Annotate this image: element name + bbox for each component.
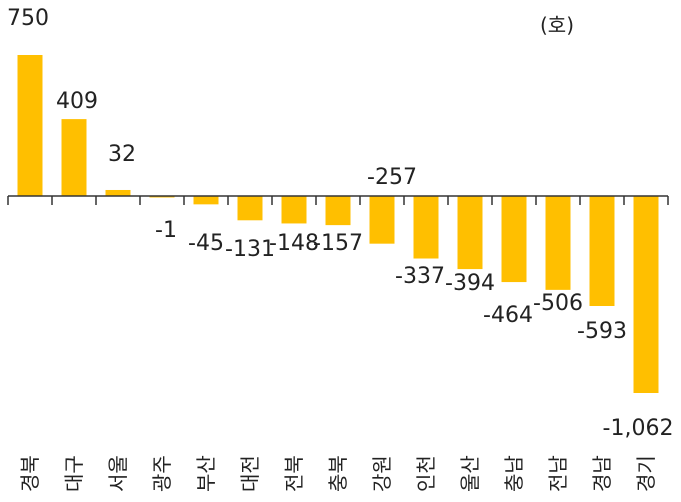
bars-group	[17, 55, 659, 393]
value-label: -131	[225, 237, 275, 262]
category-label: 대전	[238, 455, 262, 492]
value-label: -394	[445, 271, 495, 296]
category-label: 전북	[282, 455, 306, 492]
bar-울산	[457, 196, 483, 270]
value-label: -464	[483, 303, 533, 328]
bar-부산	[193, 196, 219, 205]
bar-인천	[413, 196, 439, 259]
value-label: -1,062	[603, 416, 674, 441]
value-label: -506	[533, 291, 583, 316]
category-label: 강원	[370, 455, 394, 492]
bar-전남	[545, 196, 571, 290]
category-label: 인천	[414, 455, 438, 492]
category-label: 경북	[18, 455, 42, 492]
bar-전북	[281, 196, 307, 224]
category-label: 경기	[634, 455, 658, 492]
category-labels-group: 경북 대구 서울 광주 부산 대전 전북 충북 강원 인천 울산 충남 전남 경남 경기	[18, 455, 658, 492]
value-label: 750	[7, 6, 49, 31]
category-label: 충남	[502, 455, 526, 492]
category-label: 충북	[326, 455, 350, 492]
category-label: 대구	[62, 455, 86, 492]
category-label: 서울	[106, 455, 130, 492]
bar-충남	[501, 196, 527, 283]
value-label: -257	[367, 165, 417, 190]
bar-경북	[17, 55, 43, 196]
category-label: 부산	[194, 455, 218, 492]
bar-경기	[633, 196, 659, 393]
value-label: -148	[269, 231, 319, 256]
bar-강원	[369, 196, 395, 244]
bar-서울	[105, 189, 131, 196]
value-label: -1	[155, 218, 177, 243]
value-label: 409	[56, 89, 98, 114]
category-label: 경남	[590, 455, 614, 492]
bar-대전	[237, 196, 263, 221]
value-labels-group: 750 409 32 -1 -45 -131-148-157 -257 -337 -394 -46…	[7, 6, 673, 441]
category-label: 광주	[150, 455, 174, 492]
category-label: 울산	[458, 455, 482, 492]
category-label: 전남	[546, 455, 570, 492]
bar-대구	[61, 119, 87, 196]
value-label: -593	[577, 319, 627, 344]
value-label: 32	[108, 142, 136, 167]
axis-ticks-group	[7, 196, 669, 205]
unit-label: (호)	[540, 13, 574, 37]
value-label: -157	[313, 231, 363, 256]
value-label: -45	[188, 231, 224, 256]
value-label: -337	[395, 264, 445, 289]
bar-충북	[325, 196, 351, 226]
bar-경남	[589, 196, 615, 307]
